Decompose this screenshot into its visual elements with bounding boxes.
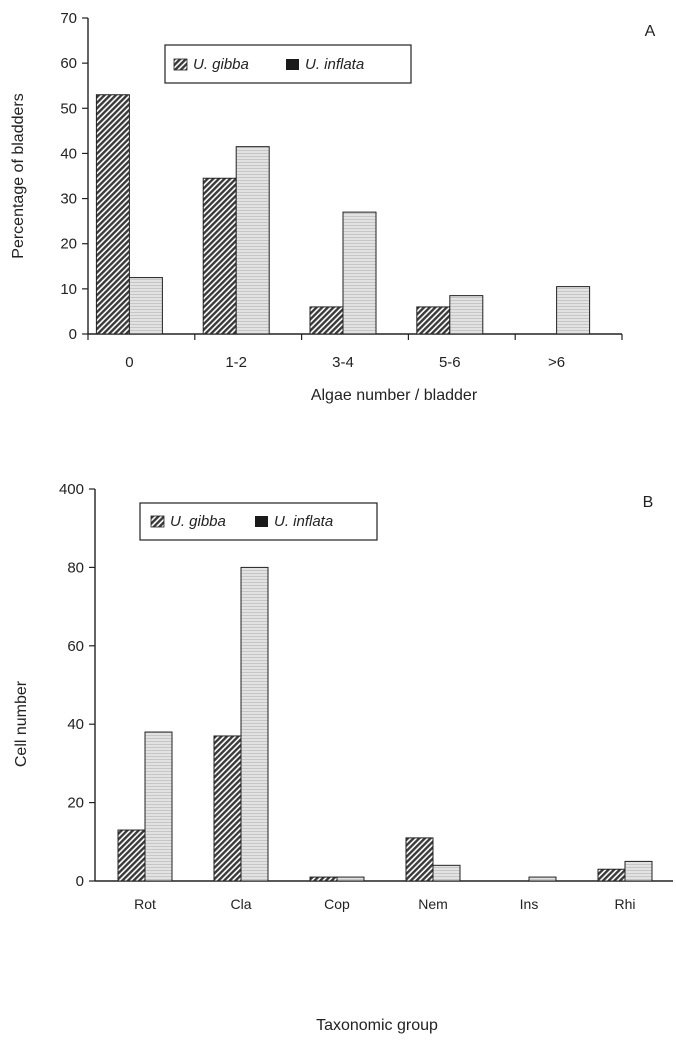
x-tick-label-b: Rhi: [614, 896, 635, 912]
legend-swatch-gibba: [150, 515, 165, 528]
bar-a-gibba: [95, 94, 130, 335]
bar-a-gibba: [416, 306, 451, 335]
legend-swatch-inflata: [286, 59, 299, 70]
x-tick-label-b: Cla: [230, 896, 251, 912]
x-tick-label-b: Rot: [134, 896, 156, 912]
legend-swatch-gibba: [173, 58, 188, 71]
bar-a-inflata: [449, 295, 484, 335]
bar-b-inflata: [336, 876, 365, 882]
panel-label-b: B: [643, 494, 654, 511]
bar-b-inflata: [624, 860, 653, 882]
y-axis-title-b: Cell number: [13, 680, 30, 767]
bar-b-inflata: [432, 864, 461, 882]
x-tick-label-b: Cop: [324, 896, 350, 912]
legend-a: U. gibba U. inflata: [164, 44, 412, 84]
legend-b: U. gibba U. inflata: [139, 502, 378, 541]
x-axis-title-a: Algae number / bladder: [311, 387, 478, 404]
y-tick-label-a: 10: [60, 281, 77, 298]
legend-label-gibba: U. gibba: [193, 56, 249, 73]
bar-a-inflata: [556, 286, 591, 335]
x-tick-label-a: 1-2: [225, 354, 247, 371]
x-tick-label-b: Nem: [418, 896, 448, 912]
bar-a-inflata: [342, 211, 377, 335]
bar-b-inflata: [144, 731, 173, 882]
y-tick-label-b: 0: [76, 873, 84, 890]
y-axis-title-a: Percentage of bladders: [10, 93, 27, 258]
legend-swatch-inflata: [255, 516, 268, 527]
x-tick-label-a: 3-4: [332, 354, 354, 371]
bar-a-gibba: [309, 306, 344, 335]
x-tick-label-a: >6: [548, 354, 565, 371]
y-tick-label-b: 40: [67, 716, 84, 733]
y-tick-label-a: 0: [69, 326, 77, 343]
y-tick-label-a: 50: [60, 100, 77, 117]
y-tick-label-a: 20: [60, 236, 77, 253]
bar-b-gibba: [309, 876, 338, 882]
bar-b-inflata: [528, 876, 557, 882]
y-tick-label-a: 30: [60, 191, 77, 208]
bar-b-gibba: [117, 829, 146, 882]
bar-a-inflata: [235, 146, 270, 335]
y-tick-label-b: 20: [67, 795, 84, 812]
y-tick-label-a: 60: [60, 55, 77, 72]
legend-label-inflata: U. inflata: [305, 56, 364, 73]
chart-panel-a: A Percentage of bladders Algae number / …: [10, 10, 656, 404]
bar-b-gibba: [213, 735, 242, 882]
bar-a-gibba: [202, 177, 237, 335]
bar-b-inflata: [240, 566, 269, 882]
chart-panel-b: B Cell number Taxonomic group U. gibba U…: [13, 481, 673, 1034]
x-axis-title-b: Taxonomic group: [316, 1017, 438, 1034]
bar-b-gibba: [597, 868, 626, 882]
legend-label-gibba: U. gibba: [170, 513, 226, 530]
x-tick-label-b: Ins: [520, 896, 539, 912]
y-tick-label-a: 40: [60, 145, 77, 162]
y-tick-label-b: 400: [59, 481, 84, 498]
y-tick-label-b: 80: [67, 559, 84, 576]
x-tick-label-a: 5-6: [439, 354, 461, 371]
x-tick-label-a: 0: [125, 354, 133, 371]
y-tick-label-a: 70: [60, 10, 77, 27]
panel-label-a: A: [645, 23, 656, 40]
bar-b-gibba: [405, 837, 434, 882]
legend-label-inflata: U. inflata: [274, 513, 333, 530]
y-tick-label-b: 60: [67, 638, 84, 655]
bar-a-inflata: [128, 277, 163, 335]
